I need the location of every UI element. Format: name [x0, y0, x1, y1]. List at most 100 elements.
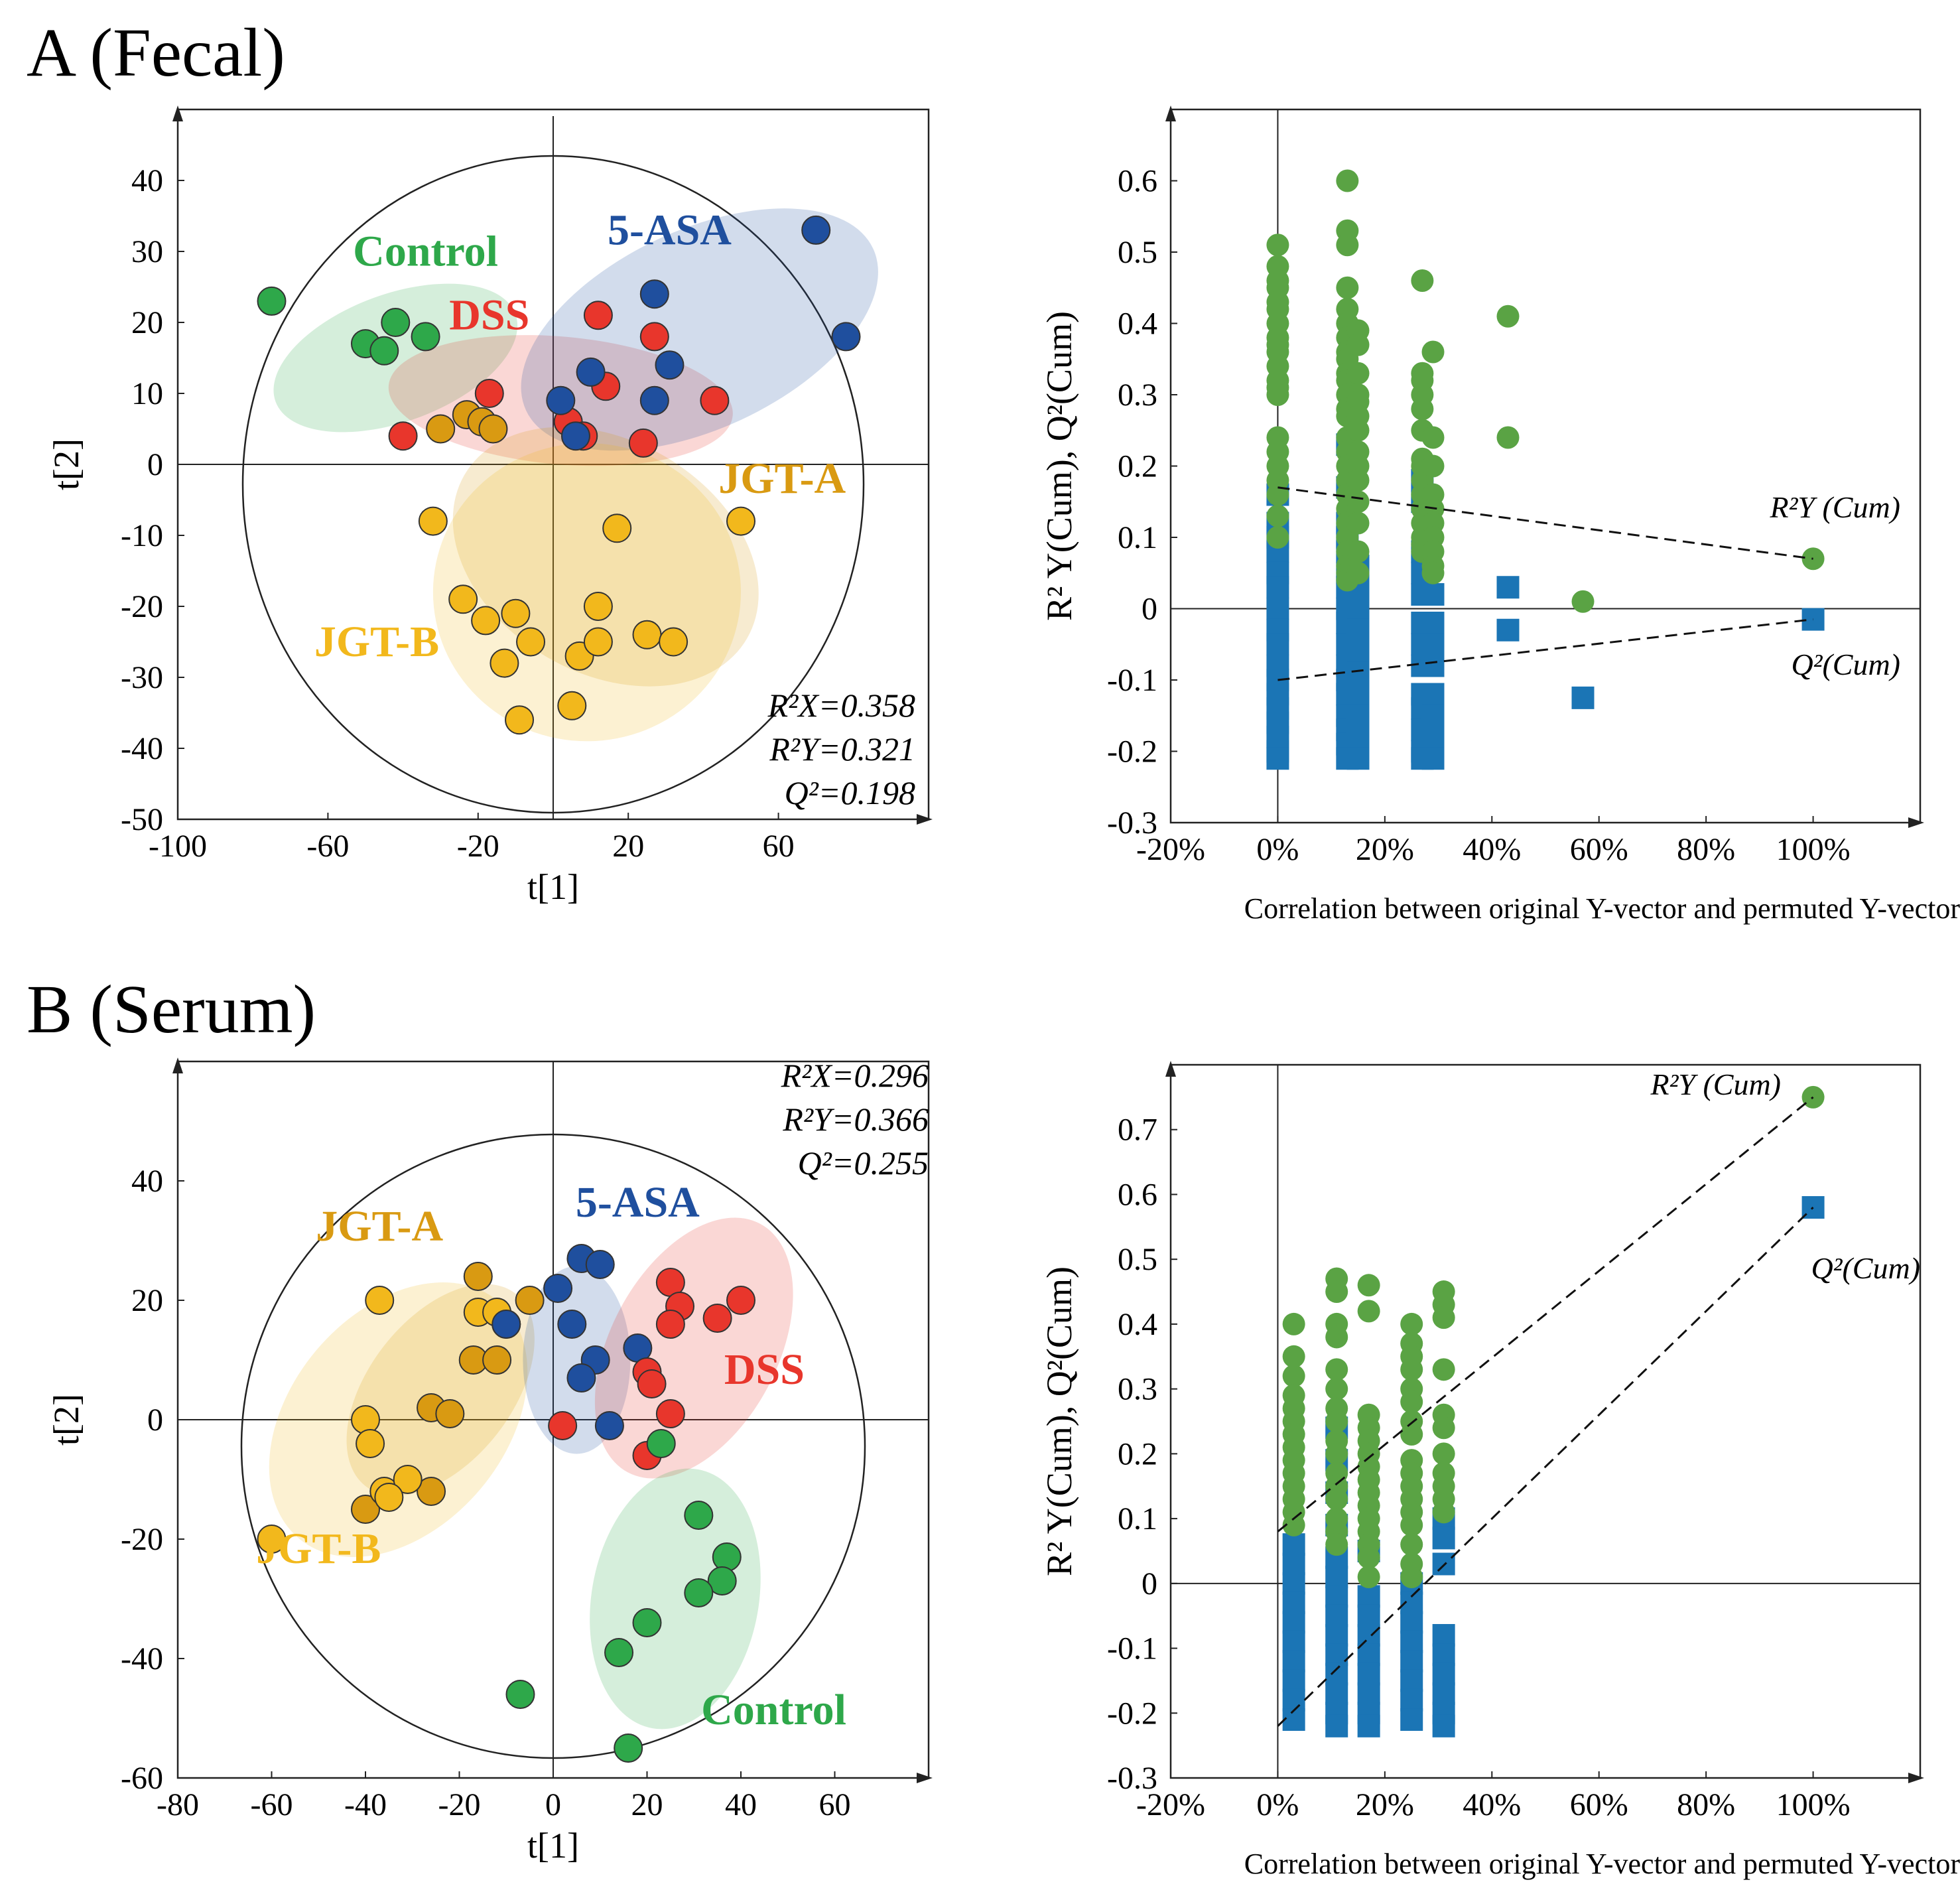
point-5-asa: [491, 1310, 521, 1339]
x-tick-label: 60%: [1570, 1787, 1628, 1822]
point-q2: [1325, 1566, 1348, 1589]
x-tick-label: 60%: [1570, 832, 1628, 867]
point-r2y: [1282, 1513, 1305, 1536]
x-tick-label: -60: [306, 829, 349, 864]
y-tick-label: 0.6: [1118, 1177, 1157, 1212]
hotelling-ellipse: [241, 155, 865, 814]
model-stat: R²Y=0.366: [782, 1101, 929, 1138]
y-tick-label: -0.1: [1107, 1631, 1157, 1666]
x-tick-label: 80%: [1677, 832, 1735, 867]
x-tick-label: 20%: [1356, 832, 1414, 867]
point-q2: [1432, 1527, 1455, 1550]
x-tick-label: -80: [157, 1787, 199, 1822]
point-5-asa: [576, 357, 606, 387]
point-dss: [726, 1286, 755, 1315]
group-label-dss: DSS: [449, 291, 529, 340]
point-dss: [548, 1411, 578, 1440]
point-q2: [1432, 1714, 1455, 1737]
point-r2y: [1325, 1487, 1348, 1511]
x-axis-arrow: [1908, 817, 1924, 828]
point-q2: [1282, 1650, 1305, 1673]
x-tick-label: -20%: [1136, 832, 1205, 867]
y-tick-label: -20: [121, 589, 163, 624]
point-r2y: [1346, 362, 1370, 385]
serum-permutation-plot: R²Y (Cum) Q²(Cum) -20% 0% 20% 40% 60% 80% 100% 0.…: [1039, 1061, 1960, 1880]
point-q2: [1346, 747, 1370, 770]
y-tick-label: -0.2: [1107, 1696, 1157, 1731]
x-axis-label: t[1]: [527, 1826, 579, 1866]
point-control: [381, 308, 411, 337]
y-axis-label: t[2]: [46, 439, 86, 490]
series-label-r2y: R²Y (Cum): [1769, 490, 1900, 524]
y-tick-label: -50: [121, 802, 163, 837]
point-r2y: [1496, 426, 1520, 449]
point-r2y: [1400, 1391, 1423, 1414]
point-q2: [1282, 1533, 1305, 1556]
point-jgt-b: [365, 1286, 395, 1315]
point-jgt-a: [426, 414, 456, 444]
point-r2y: [1325, 1442, 1348, 1465]
point-5-asa: [639, 385, 669, 415]
point-q2: [1357, 1714, 1380, 1737]
point-jgt-b: [418, 506, 448, 536]
point-q2: [1346, 704, 1370, 727]
point-r2y: [1421, 454, 1445, 478]
group-ellipse-jgt-a: [346, 1284, 535, 1496]
intercept-line-q2: [1277, 618, 1813, 681]
point-jgt-b: [583, 627, 613, 657]
y-tick-label: 0.1: [1118, 1501, 1157, 1536]
point-r2y: [1411, 269, 1434, 292]
point-control: [684, 1578, 714, 1607]
model-stat: R²Y=0.321: [769, 730, 915, 768]
point-r2y: [1266, 483, 1289, 506]
y-axis-arrow: [1165, 1061, 1176, 1077]
point-r2y: [1325, 1358, 1348, 1381]
panel-a-title: A (Fecal): [27, 15, 285, 91]
point-5-asa: [639, 279, 669, 309]
point-q2: [1421, 612, 1445, 634]
group-label-control: Control: [701, 1686, 846, 1734]
point-r2y: [1346, 469, 1370, 492]
group-ellipse-control: [590, 1468, 761, 1730]
intercept-line-r2y: [1277, 1096, 1814, 1532]
point-q2: [1266, 633, 1289, 656]
point-q2: [1357, 1585, 1380, 1608]
point-5-asa: [585, 1250, 615, 1279]
group-label-5-asa: 5-ASA: [576, 1178, 700, 1227]
point-q2: [1400, 1611, 1423, 1634]
point-q2: [1282, 1611, 1305, 1634]
intercept-line-q2: [1277, 1206, 1814, 1727]
point-q2: [1421, 654, 1445, 677]
point-q2: [1325, 1643, 1348, 1666]
point-jgt-b: [351, 1405, 380, 1434]
y-tick-label: -0.1: [1107, 663, 1157, 698]
fecal-permutation-plot: R²Y (Cum) Q²(Cum) -20% 0% 20% 40% 60% 80% 100% 0.…: [1039, 105, 1960, 925]
point-q2: [1432, 1624, 1455, 1647]
y-tick-label: 0: [1142, 592, 1157, 627]
group-label-dss: DSS: [724, 1345, 805, 1394]
point-r2y: [1266, 383, 1289, 406]
point-r2y: [1432, 1416, 1455, 1440]
point-q2: [1282, 1552, 1305, 1576]
point-jgt-b: [583, 592, 613, 621]
group-ellipse-jgt-b: [432, 442, 741, 742]
point-jgt-b: [602, 513, 632, 543]
point-5-asa: [566, 1363, 596, 1393]
point-5-asa: [831, 322, 861, 352]
point-jgt-a: [482, 1345, 512, 1375]
point-r2y: [1336, 169, 1359, 192]
point-r2y: [1336, 234, 1359, 257]
y-tick-label: -10: [121, 518, 163, 553]
y-tick-label: -60: [121, 1761, 163, 1796]
point-q2: [1421, 747, 1445, 770]
y-axis-arrow: [172, 105, 183, 121]
point-jgt-a: [478, 414, 508, 444]
plot-frame: [1169, 1063, 1922, 1779]
point-q2: [1432, 1663, 1455, 1686]
point-dss: [639, 322, 669, 352]
point-r2y: [1571, 590, 1595, 613]
point-q2: [1421, 726, 1445, 748]
y-tick-label: -20: [121, 1522, 163, 1557]
